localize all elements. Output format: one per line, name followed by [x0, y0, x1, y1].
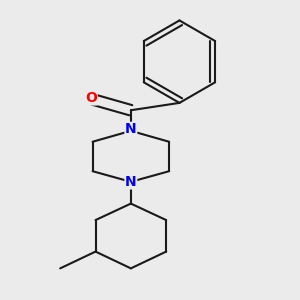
Text: N: N [125, 122, 137, 136]
Text: O: O [85, 91, 97, 105]
Text: N: N [125, 175, 137, 189]
